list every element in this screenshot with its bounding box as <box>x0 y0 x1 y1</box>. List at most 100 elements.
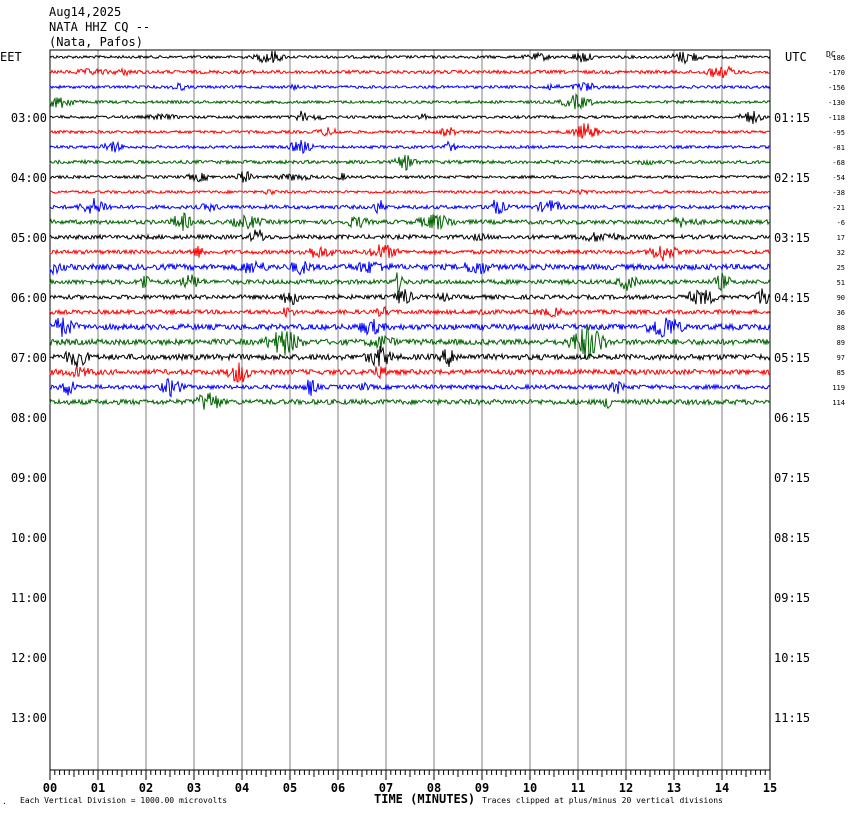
x-tick-label: 00 <box>43 781 57 795</box>
seismic-trace <box>49 188 771 196</box>
dc-offset-label: -38 <box>832 189 845 197</box>
x-tick-label: 05 <box>283 781 297 795</box>
seismic-trace <box>49 317 771 338</box>
dc-offset-label: -118 <box>828 114 845 122</box>
left-timezone-label: EET <box>0 50 22 64</box>
x-tick-label: 12 <box>619 781 633 795</box>
dc-offset-label: 17 <box>837 234 845 242</box>
x-tick-label: 11 <box>571 781 585 795</box>
x-tick-label: 10 <box>523 781 537 795</box>
dc-offset-labels: -186 -170 -156 -130 -118 -95 -81 -68 -54 -38 -21 -6… <box>828 54 845 407</box>
right-hour-label: 11:15 <box>774 711 810 725</box>
dc-header-label: DC <box>826 50 836 59</box>
seismic-trace <box>49 110 771 124</box>
seismic-trace <box>49 81 771 92</box>
x-tick-label: 04 <box>235 781 249 795</box>
dc-offset-label: 90 <box>837 294 845 302</box>
right-hour-label: 09:15 <box>774 591 810 605</box>
right-hour-label: 03:15 <box>774 231 810 245</box>
station-label: NATA HHZ CQ -- <box>49 20 151 34</box>
dc-offset-label: -170 <box>828 69 845 77</box>
plot-frame <box>49 49 771 771</box>
seismic-trace <box>49 272 771 293</box>
seismic-trace <box>49 154 771 172</box>
left-hour-label: 10:00 <box>11 531 47 545</box>
dc-offset-label: -186 <box>828 54 845 62</box>
left-hour-label: 12:00 <box>11 651 47 665</box>
x-tick-label: 01 <box>91 781 105 795</box>
seismic-trace <box>49 306 771 319</box>
x-tick-label: 02 <box>139 781 153 795</box>
dc-offset-label: -95 <box>832 129 845 137</box>
x-axis-title: TIME (MINUTES) <box>374 792 476 806</box>
seismic-trace <box>49 229 771 243</box>
seismic-trace <box>49 140 771 155</box>
dc-offset-label: 85 <box>837 369 845 377</box>
dc-offset-label: -21 <box>832 204 845 212</box>
dc-offset-label: 32 <box>837 249 845 257</box>
dc-offset-label: -54 <box>832 174 845 182</box>
clip-note: Traces clipped at plus/minus 20 vertical… <box>482 796 723 805</box>
seismic-trace <box>49 92 771 111</box>
dc-offset-label: -130 <box>828 99 845 107</box>
dc-offset-label: 89 <box>837 339 845 347</box>
seismic-traces <box>49 50 771 410</box>
seismic-trace <box>49 288 771 306</box>
hour-labels: 03:00 04:00 05:00 06:00 07:00 08:00 09:00 10:00… <box>11 111 810 725</box>
x-axis-ticks <box>49 770 771 780</box>
x-tick-label: 14 <box>715 781 729 795</box>
dc-offset-label: 51 <box>837 279 845 287</box>
seismic-trace <box>49 377 771 398</box>
left-hour-label: 05:00 <box>11 231 47 245</box>
vertical-division-note: Each Vertical Division = 1000.00 microvo… <box>20 796 228 805</box>
seismic-trace <box>49 212 771 231</box>
left-hour-label: 09:00 <box>11 471 47 485</box>
right-hour-label: 01:15 <box>774 111 810 125</box>
seismic-trace <box>49 325 771 360</box>
left-hour-label: 08:00 <box>11 411 47 425</box>
date-label: Aug14,2025 <box>49 5 122 19</box>
x-tick-label: 08 <box>427 781 441 795</box>
dc-offset-label: 119 <box>832 384 845 392</box>
right-hour-label: 10:15 <box>774 651 810 665</box>
left-hour-label: 03:00 <box>11 111 47 125</box>
seismic-trace <box>49 65 770 79</box>
seismic-trace <box>49 259 771 276</box>
left-hour-label: 13:00 <box>11 711 47 725</box>
location-label: (Nata, Pafos) <box>49 35 143 49</box>
x-tick-label: 07 <box>379 781 393 795</box>
right-hour-label: 07:15 <box>774 471 810 485</box>
x-tick-label: 13 <box>667 781 681 795</box>
x-tick-label: 15 <box>763 781 777 795</box>
dc-offset-label: -68 <box>832 159 845 167</box>
minute-gridlines <box>97 50 723 770</box>
right-timezone-label: UTC <box>785 50 807 64</box>
dc-offset-label: -6 <box>837 219 845 227</box>
seismic-trace <box>49 50 771 65</box>
corner-mark: . <box>2 797 7 806</box>
left-hour-label: 06:00 <box>11 291 47 305</box>
dc-offset-label: 88 <box>837 324 845 332</box>
left-hour-label: 07:00 <box>11 351 47 365</box>
seismic-trace <box>49 198 771 215</box>
seismic-trace <box>49 123 771 139</box>
dc-offset-label: -81 <box>832 144 845 152</box>
left-hour-label: 04:00 <box>11 171 47 185</box>
x-tick-label: 09 <box>475 781 489 795</box>
seismic-trace <box>49 345 771 368</box>
dc-offset-label: 114 <box>832 399 845 407</box>
seismic-trace <box>49 170 771 183</box>
right-hour-label: 06:15 <box>774 411 810 425</box>
right-hour-label: 02:15 <box>774 171 810 185</box>
dc-offset-label: 97 <box>837 354 845 362</box>
right-hour-label: 05:15 <box>774 351 810 365</box>
dc-offset-label: -156 <box>828 84 845 92</box>
dc-offset-label: 36 <box>837 309 845 317</box>
right-hour-label: 08:15 <box>774 531 810 545</box>
x-tick-label: 03 <box>187 781 201 795</box>
seismic-trace <box>49 244 771 262</box>
seismic-trace <box>49 392 771 410</box>
dc-offset-label: 25 <box>837 264 845 272</box>
right-hour-label: 04:15 <box>774 291 810 305</box>
